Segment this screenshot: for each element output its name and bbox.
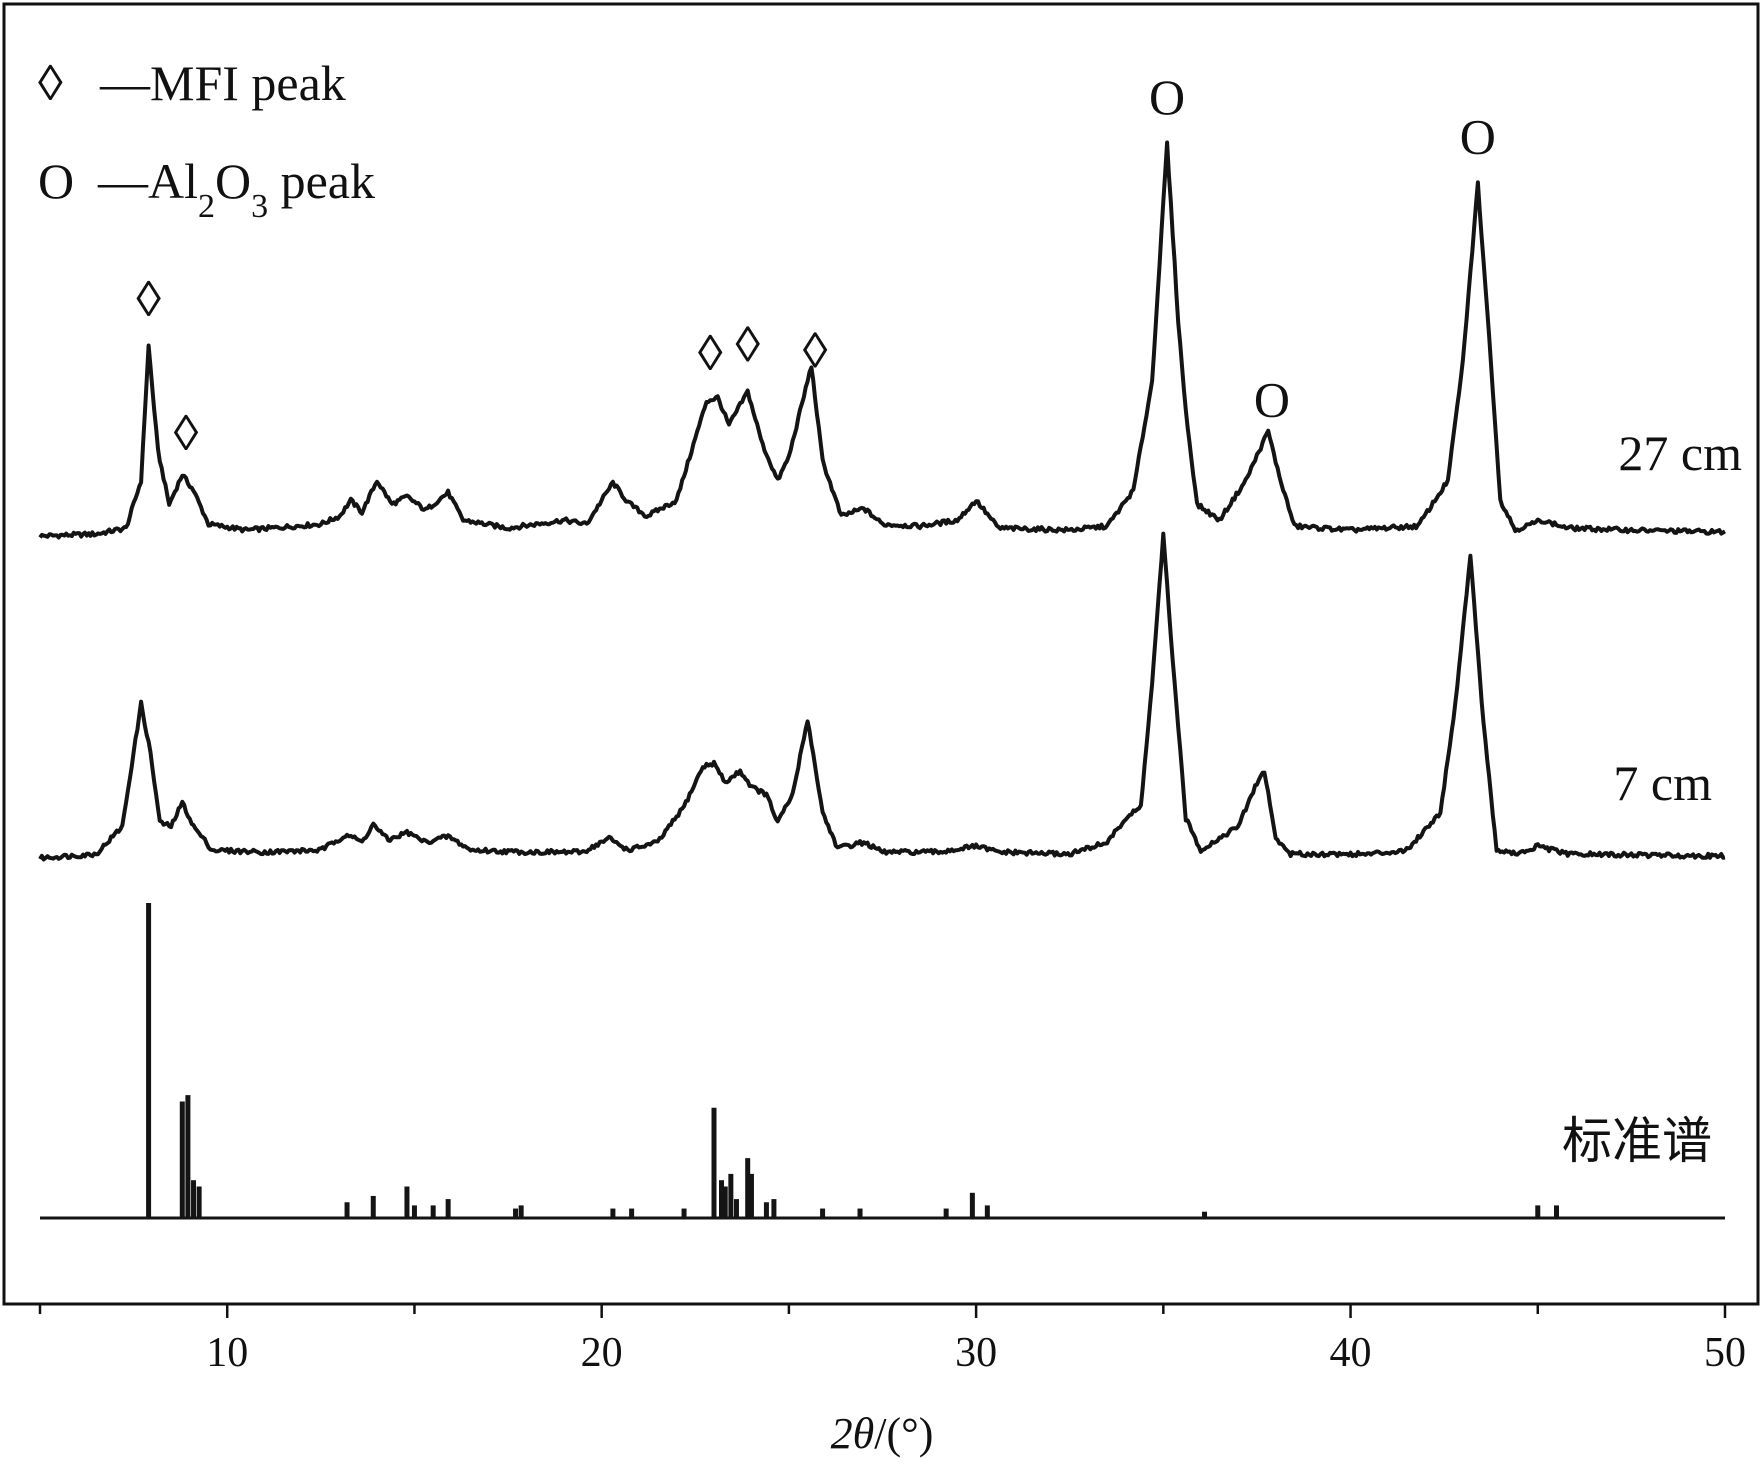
legend-al2o3-symbol: O: [38, 153, 74, 209]
mfi-peak-marker: ◊: [735, 317, 760, 373]
mfi-peak-marker: ◊: [803, 322, 828, 378]
legend-item-mfi: ◊ —MFI peak: [38, 55, 346, 111]
series-1: 7 cm: [38, 531, 1726, 862]
x-tick-label: 10: [206, 1330, 248, 1376]
legend-item-al2o3: O —Al2O3 peak: [38, 153, 375, 225]
legend-mfi-symbol: ◊: [38, 55, 63, 111]
al2o3-peak-marker: O: [1460, 109, 1496, 165]
x-tick-label: 50: [1704, 1330, 1746, 1376]
series-label: 7 cm: [1613, 755, 1712, 811]
series-line: [38, 140, 1727, 540]
x-tick-label: 30: [955, 1330, 997, 1376]
plot-frame: [2, 2, 1760, 1306]
mfi-peak-marker: ◊: [174, 405, 199, 461]
peak-annotations: ◊◊◊ ◊ ◊OOO: [136, 69, 1496, 461]
x-tick-label: 20: [581, 1330, 623, 1376]
series-label: 27 cm: [1618, 425, 1742, 481]
al2o3-peak-marker: O: [1254, 371, 1290, 427]
series-0: 27 cm: [38, 140, 1742, 540]
x-tick-label: 40: [1330, 1330, 1372, 1376]
series-label: 标准谱: [1562, 1113, 1712, 1169]
mfi-peak-marker: ◊: [698, 325, 723, 381]
legend-al2o3-text: —Al2O3 peak: [97, 153, 375, 225]
legend: ◊ —MFI peak O —Al2O3 peak: [38, 55, 375, 225]
mfi-peak-marker: ◊: [136, 271, 161, 327]
series-line: [38, 531, 1726, 862]
legend-mfi-text: —MFI peak: [99, 55, 346, 111]
al2o3-peak-marker: O: [1149, 69, 1185, 125]
series-2: 标准谱: [40, 903, 1725, 1220]
x-axis: 10 20 30 40 50: [38, 1304, 1746, 1376]
x-axis-title: 2θ/(°): [831, 1409, 934, 1458]
series-layer: 27 cm 7 cm 标准谱: [38, 140, 1742, 1220]
